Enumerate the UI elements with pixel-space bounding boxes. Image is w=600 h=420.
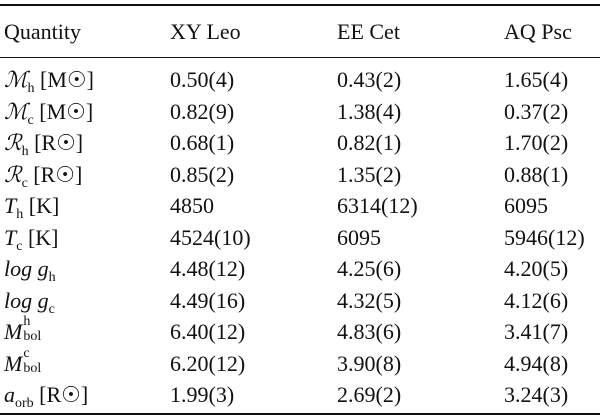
value-aq-psc: 3.41(7) — [504, 319, 569, 344]
quantity-symbol: ℛ — [4, 130, 22, 155]
value-aq-psc: 0.37(2) — [504, 98, 569, 124]
quantity-unit: [M☉] — [39, 98, 94, 124]
table-row: ℛc [R☉] 0.85(2) 1.35(2) 0.88(1) — [0, 160, 600, 191]
table-row: log gh 4.48(12) 4.25(6) 4.20(5) — [0, 254, 600, 285]
quantity-cell: log gh — [4, 254, 56, 285]
quantity-unit: [R☉] — [34, 130, 84, 155]
value-xy-leo: 0.50(4) — [170, 67, 235, 92]
quantity-subscript: h — [21, 144, 29, 159]
value-ee-cet: 4.25(6) — [337, 256, 402, 281]
value-ee-cet: 1.38(4) — [337, 98, 402, 124]
quantity-subscript: c — [27, 112, 34, 128]
quantity-cell: aorb [R☉] — [4, 380, 89, 411]
value-ee-cet: 6095 — [337, 224, 381, 250]
table-row: log gc 4.49(16) 4.32(5) 4.12(6) — [0, 286, 600, 317]
header-row: Quantity XY Leo EE Cet AQ Psc — [0, 17, 600, 47]
value-aq-psc: 5946(12) — [504, 224, 585, 250]
quantity-unit: [M☉] — [40, 67, 94, 92]
value-ee-cet: 0.43(2) — [337, 67, 402, 92]
quantity-symbol: T — [4, 224, 17, 250]
value-ee-cet: 4.83(6) — [337, 319, 402, 344]
header-aq-psc: AQ Psc — [504, 19, 572, 44]
header-xy-leo: XY Leo — [170, 19, 241, 44]
quantity-sup-sub: h bol — [22, 314, 52, 347]
quantity-cell: ℛh [R☉] — [4, 128, 84, 159]
quantity-cell: Th [K] — [4, 191, 60, 222]
top-rule — [0, 4, 600, 6]
quantity-subscript: bol — [23, 360, 42, 376]
quantity-subscript: c — [16, 238, 23, 254]
value-aq-psc: 4.94(8) — [504, 350, 569, 376]
quantity-symbol: a — [4, 382, 15, 407]
header-quantity: Quantity — [4, 19, 81, 44]
quantity-superscript: h — [23, 314, 31, 329]
table-row: ℳh [M☉] 0.50(4) 0.43(2) 1.65(4) — [0, 65, 600, 96]
header-ee-cet: EE Cet — [337, 19, 400, 44]
quantity-cell: ℳh [M☉] — [4, 65, 94, 96]
quantity-symbol: log g — [4, 287, 49, 313]
quantity-cell: ℛc [R☉] — [4, 160, 83, 191]
quantity-symbol: log g — [4, 256, 49, 281]
table-row: ℛh [R☉] 0.68(1) 0.82(1) 1.70(2) — [0, 128, 600, 159]
value-aq-psc: 0.88(1) — [504, 161, 569, 187]
quantity-cell: log gc — [4, 286, 55, 317]
value-aq-psc: 1.65(4) — [504, 67, 569, 92]
quantity-unit: [R☉] — [33, 161, 83, 187]
value-aq-psc: 6095 — [504, 193, 548, 218]
value-xy-leo: 0.85(2) — [170, 161, 235, 187]
bottom-rule — [0, 413, 600, 415]
quantity-subscript: c — [48, 301, 55, 317]
value-aq-psc: 4.12(6) — [504, 287, 569, 313]
header-rule — [0, 57, 600, 58]
value-ee-cet: 3.90(8) — [337, 350, 402, 376]
quantity-subscript: bol — [23, 329, 42, 344]
quantity-subscript: h — [27, 81, 35, 96]
quantity-cell: ℳc [M☉] — [4, 97, 94, 128]
value-ee-cet: 0.82(1) — [337, 130, 402, 155]
quantity-subscript: orb — [15, 396, 34, 411]
quantity-subscript: h — [16, 207, 24, 222]
value-aq-psc: 4.20(5) — [504, 256, 569, 281]
table-row: Tc [K] 4524(10) 6095 5946(12) — [0, 223, 600, 254]
table-row: Th [K] 4850 6314(12) 6095 — [0, 191, 600, 222]
value-ee-cet: 4.32(5) — [337, 287, 402, 313]
value-xy-leo: 4850 — [170, 193, 214, 218]
quantity-subscript: h — [48, 270, 56, 285]
value-xy-leo: 6.20(12) — [170, 350, 246, 376]
quantity-superscript: c — [23, 345, 30, 361]
value-aq-psc: 1.70(2) — [504, 130, 569, 155]
quantity-symbol: ℳ — [4, 67, 28, 92]
value-xy-leo: 6.40(12) — [170, 319, 246, 344]
table-row: aorb [R☉] 1.99(3) 2.69(2) 3.24(3) — [0, 380, 600, 411]
value-xy-leo: 0.68(1) — [170, 130, 235, 155]
value-ee-cet: 1.35(2) — [337, 161, 402, 187]
quantity-unit: [K] — [28, 193, 60, 218]
value-xy-leo: 4.49(16) — [170, 287, 246, 313]
quantity-subscript: c — [21, 175, 28, 191]
value-ee-cet: 6314(12) — [337, 193, 418, 218]
value-ee-cet: 2.69(2) — [337, 382, 402, 407]
quantity-symbol: M — [4, 319, 23, 344]
quantity-symbol: ℛ — [4, 161, 22, 187]
quantity-unit: [K] — [27, 224, 59, 250]
value-aq-psc: 3.24(3) — [504, 382, 569, 407]
quantity-symbol: ℳ — [4, 98, 28, 124]
quantity-cell: Tc [K] — [4, 223, 59, 254]
value-xy-leo: 4524(10) — [170, 224, 251, 250]
quantity-symbol: M — [4, 350, 23, 376]
value-xy-leo: 0.82(9) — [170, 98, 235, 124]
quantity-sup-sub: c bol — [22, 345, 52, 379]
value-xy-leo: 4.48(12) — [170, 256, 246, 281]
quantity-unit: [R☉] — [39, 382, 89, 407]
value-xy-leo: 1.99(3) — [170, 382, 235, 407]
table-row: ℳc [M☉] 0.82(9) 1.38(4) 0.37(2) — [0, 97, 600, 128]
quantity-symbol: T — [4, 193, 17, 218]
